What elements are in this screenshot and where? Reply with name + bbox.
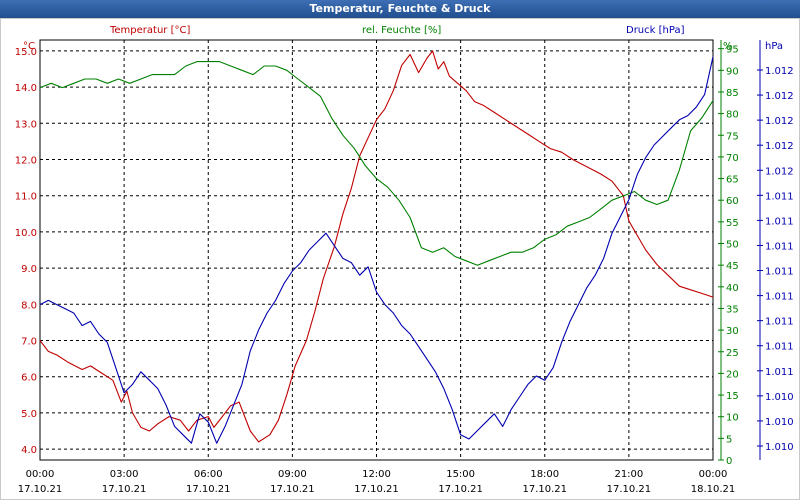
humidity-series-line [39, 61, 714, 266]
x-tick-time-label: 06:00 [194, 469, 223, 480]
temperature-tick-label: 7.0 [21, 337, 37, 348]
humidity-tick-label: 90 [726, 66, 739, 77]
window-title: Temperatur, Feuchte & Druck [0, 0, 800, 18]
humidity-tick-label: 15 [726, 391, 739, 402]
humidity-tick-label: 55 [726, 218, 739, 229]
pressure-tick-label: 1.011 [765, 191, 794, 202]
grid-layer [39, 39, 714, 461]
pressure-unit-label: hPa [765, 41, 784, 52]
x-tick-date-label: 18.10.21 [691, 484, 736, 495]
x-tick-date-label: 17.10.21 [354, 484, 399, 495]
x-tick-date-label: 17.10.21 [438, 484, 483, 495]
x-tick-time-label: 12:00 [362, 469, 391, 480]
humidity-tick-label: 75 [726, 131, 739, 142]
humidity-unit-label: % [723, 41, 733, 52]
pressure-tick-label: 1.012 [765, 166, 794, 177]
pressure-tick-label: 1.010 [765, 417, 794, 428]
humidity-tick-label: 65 [726, 175, 739, 186]
temperature-tick-label: 5.0 [21, 409, 37, 420]
temperature-series-line [39, 50, 714, 443]
humidity-tick-label: 60 [726, 196, 739, 207]
series-layer [39, 50, 714, 444]
temperature-tick-label: 9.0 [21, 264, 37, 275]
pressure-tick-label: 1.011 [765, 292, 794, 303]
temperature-tick-label: 6.0 [21, 373, 37, 384]
pressure-axis-title: Druck [hPa] [626, 25, 685, 36]
humidity-tick-label: 45 [726, 261, 739, 272]
temperature-tick-label: 4.0 [21, 445, 37, 456]
humidity-tick-label: 95 [726, 45, 739, 56]
temperature-tick-label: 8.0 [21, 300, 37, 311]
x-tick-date-label: 17.10.21 [18, 484, 63, 495]
pressure-tick-label: 1.010 [765, 392, 794, 403]
pressure-tick-label: 1.012 [765, 141, 794, 152]
pressure-tick-label: 1.011 [765, 317, 794, 328]
x-tick-time-label: 18:00 [530, 469, 559, 480]
humidity-tick-label: 35 [726, 304, 739, 315]
humidity-tick-label: 80 [726, 110, 739, 121]
humidity-tick-label: 5 [726, 434, 732, 445]
temperature-tick-label: 11.0 [15, 192, 37, 203]
pressure-tick-label: 1.012 [765, 116, 794, 127]
x-tick-time-label: 03:00 [110, 469, 139, 480]
temperature-tick-label: 14.0 [15, 83, 37, 94]
x-tick-time-label: 15:00 [446, 469, 475, 480]
pressure-tick-label: 1.011 [765, 267, 794, 278]
pressure-tick-label: 1.011 [765, 342, 794, 353]
humidity-tick-label: 40 [726, 283, 739, 294]
temperature-axis-title: Temperatur [°C] [110, 25, 191, 36]
axis-layer: 00:00 17.10.21 03:00 17.10.21 06:00 17.10.21 0… [15, 40, 794, 495]
pressure-tick-label: 1.011 [765, 241, 794, 252]
pressure-series-line [39, 56, 714, 444]
temperature-tick-label: 12.0 [15, 155, 37, 166]
humidity-tick-label: 25 [726, 348, 739, 359]
humidity-tick-label: 30 [726, 326, 739, 337]
temperature-tick-label: 13.0 [15, 119, 37, 130]
humidity-tick-label: 10 [726, 413, 739, 424]
x-tick-date-label: 17.10.21 [186, 484, 231, 495]
x-tick-time-label: 00:00 [699, 469, 728, 480]
x-tick-date-label: 17.10.21 [102, 484, 147, 495]
x-tick-date-label: 17.10.21 [607, 484, 652, 495]
humidity-tick-label: 0 [726, 456, 732, 467]
temperature-unit-label: °C [23, 41, 35, 52]
humidity-tick-label: 20 [726, 369, 739, 380]
humidity-axis-title: rel. Feuchte [%] [362, 25, 442, 36]
pressure-tick-label: 1.012 [765, 91, 794, 102]
pressure-tick-label: 1.012 [765, 66, 794, 77]
temperature-tick-label: 15.0 [15, 47, 37, 58]
pressure-tick-label: 1.011 [765, 367, 794, 378]
humidity-tick-label: 85 [726, 88, 739, 99]
pressure-tick-label: 1.010 [765, 442, 794, 453]
temperature-tick-label: 10.0 [15, 228, 37, 239]
humidity-tick-label: 50 [726, 240, 739, 251]
x-tick-time-label: 00:00 [26, 469, 55, 480]
humidity-tick-label: 70 [726, 153, 739, 164]
x-tick-date-label: 17.10.21 [522, 484, 567, 495]
x-tick-time-label: 09:00 [278, 469, 307, 480]
pressure-tick-label: 1.011 [765, 216, 794, 227]
x-tick-date-label: 17.10.21 [270, 484, 315, 495]
x-tick-time-label: 21:00 [614, 469, 643, 480]
